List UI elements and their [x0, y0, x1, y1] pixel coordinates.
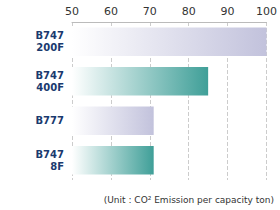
svg-text:B747: B747 [36, 30, 65, 41]
svg-text:B747: B747 [36, 70, 65, 81]
svg-text:200F: 200F [36, 42, 64, 53]
svg-text:400F: 400F [36, 82, 64, 93]
svg-text:70: 70 [143, 5, 157, 18]
svg-text:80: 80 [182, 5, 196, 18]
svg-text:60: 60 [104, 5, 118, 18]
svg-text:8F: 8F [50, 161, 64, 172]
svg-text:50: 50 [65, 5, 79, 18]
svg-text:90: 90 [221, 5, 235, 18]
svg-text:(Unit : CO² Emission per capac: (Unit : CO² Emission per capacity ton) [104, 195, 274, 205]
svg-text:B777: B777 [36, 115, 65, 126]
svg-text:B747: B747 [36, 149, 65, 160]
svg-text:100: 100 [256, 5, 277, 18]
